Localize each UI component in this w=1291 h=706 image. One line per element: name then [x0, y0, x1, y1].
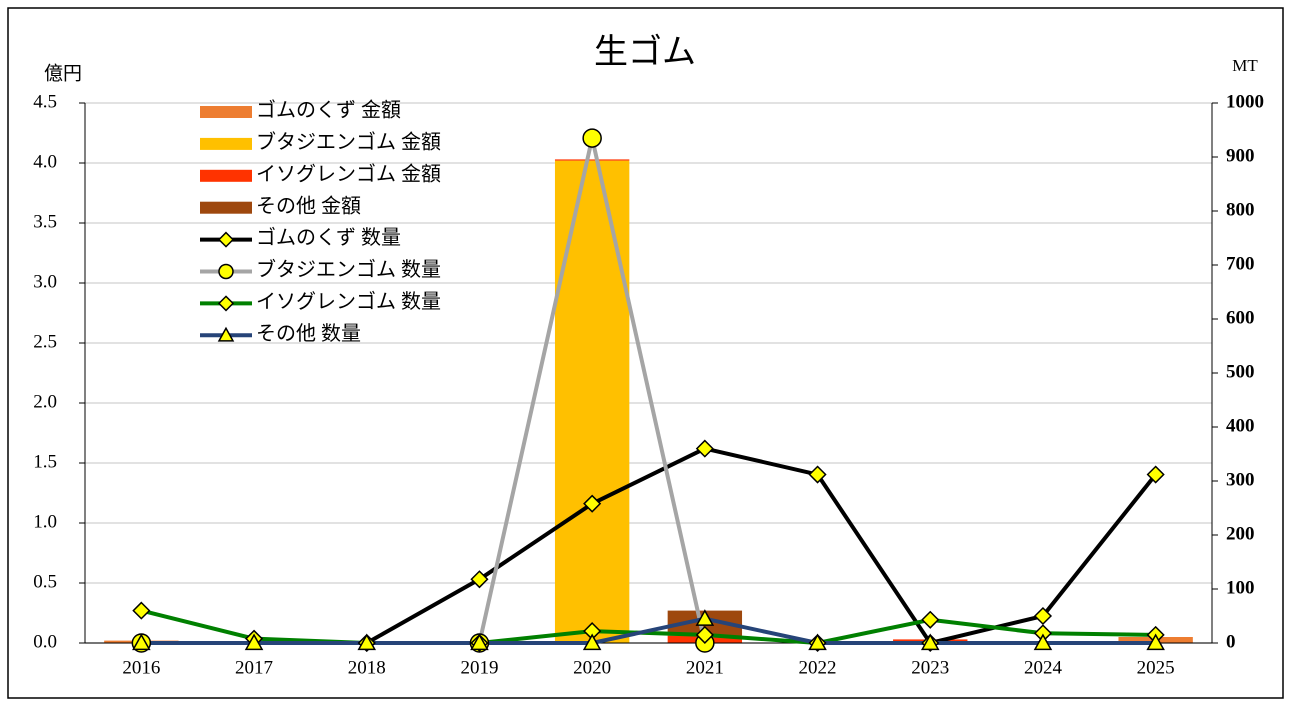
y-tick-label: 4.0	[33, 151, 57, 172]
marker	[1146, 465, 1165, 484]
x-tick-label: 2023	[911, 657, 949, 678]
x-tick-label: 2017	[235, 657, 273, 678]
marker	[217, 295, 235, 312]
marker	[217, 326, 235, 342]
legend-swatch	[200, 106, 252, 118]
bar	[554, 159, 630, 161]
y-tick-label: 3.5	[33, 211, 57, 232]
marker	[695, 609, 715, 626]
legend-label: イソグレンゴム 数量	[256, 290, 441, 313]
line	[141, 616, 1156, 645]
marker	[132, 601, 151, 620]
y2-tick-label: 300	[1226, 469, 1255, 490]
y2-tick-label: 100	[1226, 577, 1255, 598]
marker	[695, 625, 714, 644]
legend-label: その他 金額	[256, 194, 361, 217]
marker	[1033, 633, 1053, 651]
x-tick-label: 2021	[686, 657, 724, 678]
marker	[921, 610, 940, 629]
marker	[808, 633, 827, 651]
y-tick-label: 2.5	[33, 331, 57, 352]
y2-tick-label: 700	[1226, 253, 1255, 274]
y-tick-label: 1.5	[33, 451, 57, 472]
legend-label: ブタジエンゴム 金額	[256, 129, 441, 153]
legend-label: ゴムのくず 金額	[256, 99, 401, 122]
y2-tick-label: 0	[1226, 631, 1236, 652]
marker	[470, 570, 489, 589]
x-tick-label: 2022	[799, 657, 837, 678]
y-tick-label: 4.5	[33, 91, 57, 112]
y2-axis-label: MT	[1232, 56, 1258, 75]
y-tick-label: 3.0	[33, 271, 57, 292]
y2-tick-label: 200	[1226, 523, 1255, 544]
legend-label: ブタジエンゴム 数量	[256, 257, 441, 281]
marker	[132, 633, 151, 651]
y2-tick-label: 400	[1226, 415, 1255, 436]
x-tick-label: 2019	[460, 657, 498, 678]
bar	[554, 160, 630, 643]
legend-label: その他 数量	[256, 322, 361, 345]
legend-label: イソグレンゴム 金額	[256, 162, 441, 185]
marker	[808, 465, 827, 484]
y2-tick-label: 500	[1226, 361, 1255, 382]
y-tick-label: 2.0	[33, 391, 57, 412]
legend-label: ゴムのくず 数量	[256, 226, 401, 249]
marker	[218, 263, 234, 280]
y2-tick-label: 1000	[1226, 91, 1264, 112]
legend-swatch	[200, 201, 252, 214]
marker	[1033, 606, 1053, 626]
marker	[1146, 633, 1165, 651]
chart-frame	[7, 7, 1284, 699]
marker	[357, 633, 377, 651]
x-tick-label: 2020	[573, 657, 611, 678]
line	[140, 608, 1156, 645]
marker	[695, 439, 714, 458]
y-tick-label: 0.0	[33, 631, 57, 652]
y-tick-label: 1.0	[33, 511, 57, 532]
marker	[470, 633, 489, 651]
x-tick-label: 2024	[1024, 657, 1063, 678]
chart-title: 生ゴム	[594, 33, 696, 71]
y-axis-label: 億円	[44, 62, 82, 84]
y2-tick-label: 900	[1226, 145, 1255, 166]
marker	[583, 494, 602, 513]
y2-tick-label: 800	[1226, 199, 1255, 220]
y2-tick-label: 600	[1226, 307, 1255, 328]
legend-swatch	[200, 169, 252, 182]
y-tick-label: 0.5	[33, 571, 57, 592]
x-tick-label: 2025	[1137, 657, 1175, 678]
marker	[244, 633, 264, 651]
legend-swatch	[200, 137, 252, 150]
marker	[582, 633, 602, 651]
marker	[582, 128, 602, 148]
marker	[217, 231, 235, 248]
x-tick-label: 2018	[348, 657, 386, 678]
x-tick-label: 2016	[122, 657, 160, 678]
marker	[920, 633, 940, 651]
